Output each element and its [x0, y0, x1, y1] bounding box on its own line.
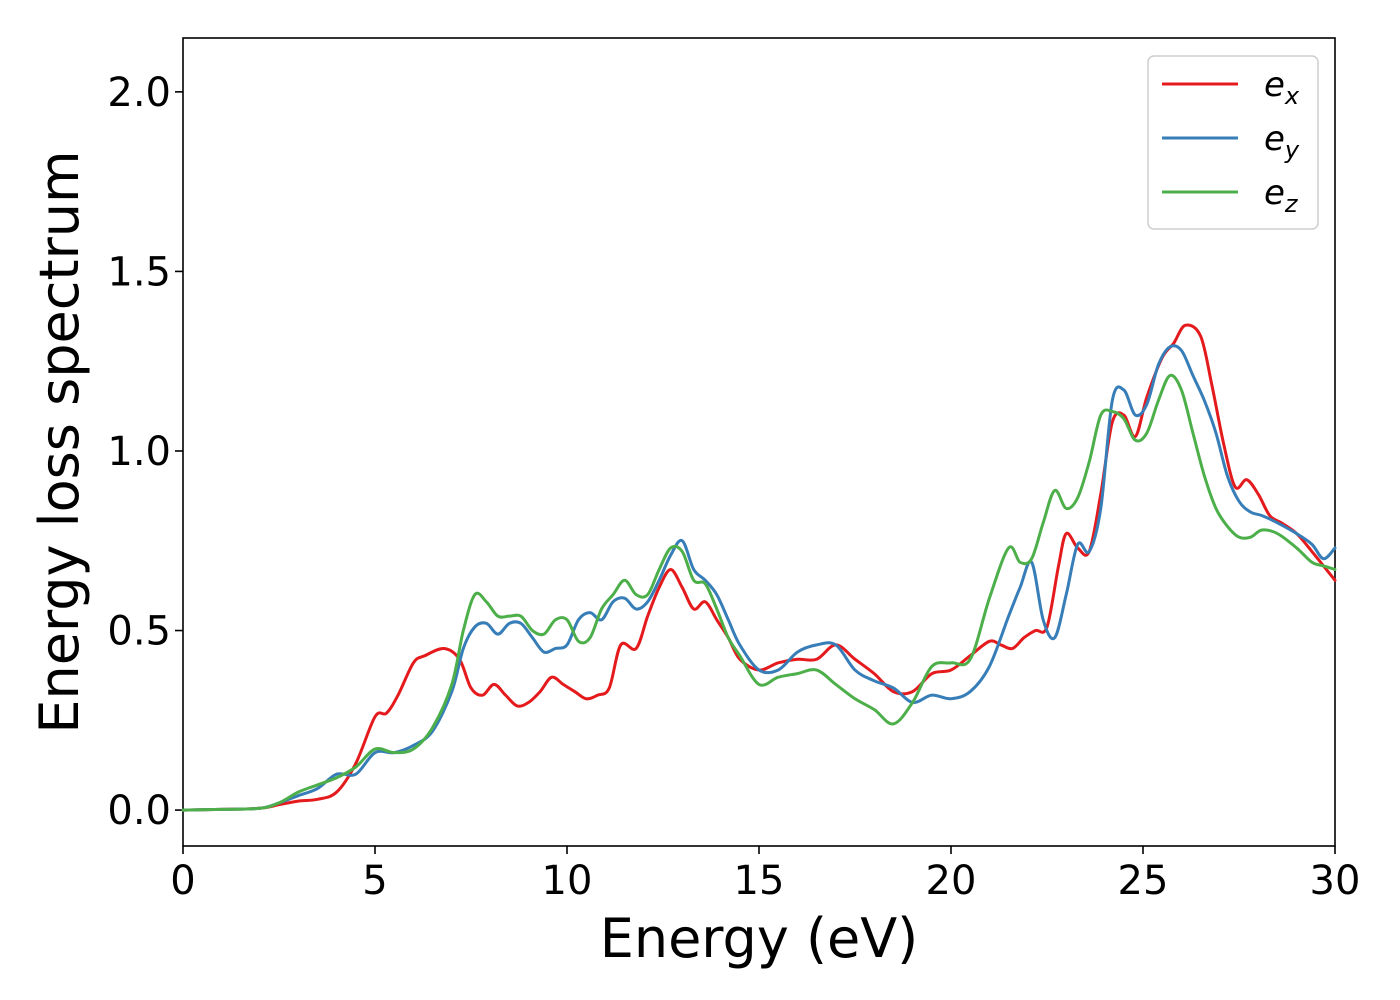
y-tick-label: 1.5: [107, 249, 171, 295]
x-tick-label: 15: [734, 858, 785, 904]
y-tick-label: 1.0: [107, 429, 171, 475]
x-axis-label: Energy (eV): [600, 907, 919, 970]
legend-label: ez: [1264, 173, 1299, 218]
series-lines: [181, 323, 1337, 812]
y-axis: 0.0 0.5 1.0 1.5 2.0: [107, 70, 183, 834]
y-tick-label: 0.0: [107, 788, 171, 834]
x-tick-label: 0: [170, 858, 195, 904]
series-line-ex: [181, 323, 1337, 812]
x-tick-label: 25: [1118, 858, 1169, 904]
x-tick-label: 10: [542, 858, 593, 904]
legend-label: ex: [1264, 65, 1300, 110]
legend: ex ey ez: [1147, 55, 1319, 230]
y-tick-label: 2.0: [107, 70, 171, 116]
x-tick-label: 20: [926, 858, 977, 904]
series-line-ez: [181, 373, 1337, 812]
legend-label: ey: [1264, 119, 1300, 164]
x-axis: 0 5 10 15 20 25 30: [170, 846, 1360, 904]
x-tick-label: 30: [1310, 858, 1361, 904]
legend-box: [1147, 55, 1319, 230]
y-axis-label: Energy loss spectrum: [28, 150, 91, 733]
y-tick-label: 0.5: [107, 609, 171, 655]
x-tick-label: 5: [362, 858, 387, 904]
series-line-ey: [181, 344, 1337, 812]
